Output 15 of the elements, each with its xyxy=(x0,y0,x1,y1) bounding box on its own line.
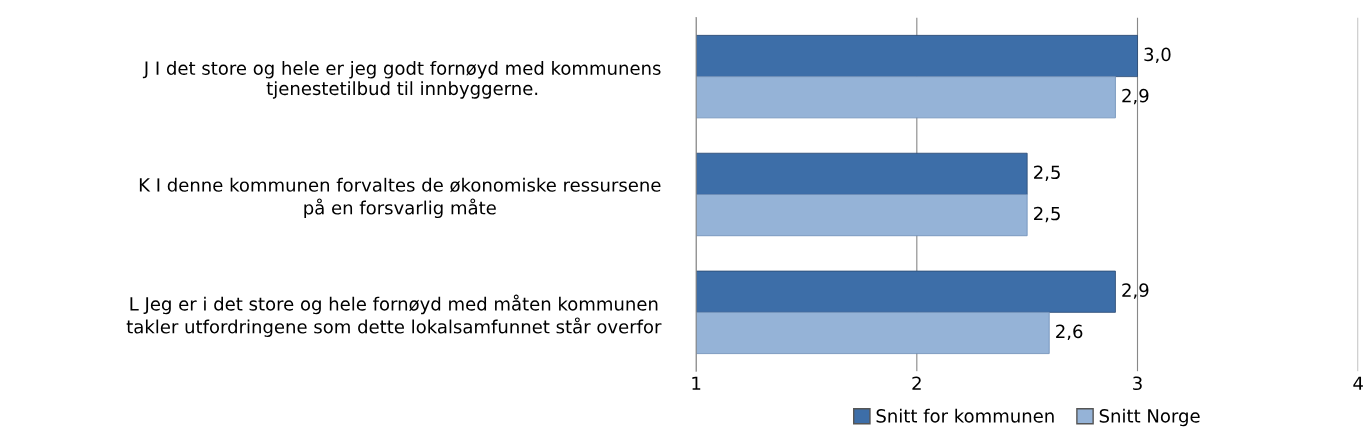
legend-label: Snitt for kommunen xyxy=(876,408,1054,423)
x-tick-label: 3 xyxy=(1133,376,1142,391)
y-tick-label: K I denne kommunen forvaltes de økonomiske ressursene på en forsvarlig måte xyxy=(139,177,661,219)
data-label: 2,9 xyxy=(1122,283,1149,299)
x-tick-label: 1 xyxy=(692,376,701,390)
y-tick-label: L Jeg er i det store og hele fornøyd med måten kommunen takler utfordringene som dette lokalsamfunnet står overfor xyxy=(126,294,662,337)
x-tick-label: 2 xyxy=(912,376,921,390)
legend-label: Snitt Norge xyxy=(1099,408,1200,427)
data-label: 2,5 xyxy=(1034,206,1060,223)
data-label: 2,5 xyxy=(1034,165,1060,181)
data-label: 3,0 xyxy=(1144,47,1171,64)
x-tick-label: 4 xyxy=(1353,376,1363,390)
data-label: 2,9 xyxy=(1122,88,1149,105)
data-label: 2,6 xyxy=(1056,324,1083,341)
y-tick-label: J I det store og hele er jeg godt fornøyd med kommunens tjenestetilbud til innbyggerne. xyxy=(142,61,661,99)
